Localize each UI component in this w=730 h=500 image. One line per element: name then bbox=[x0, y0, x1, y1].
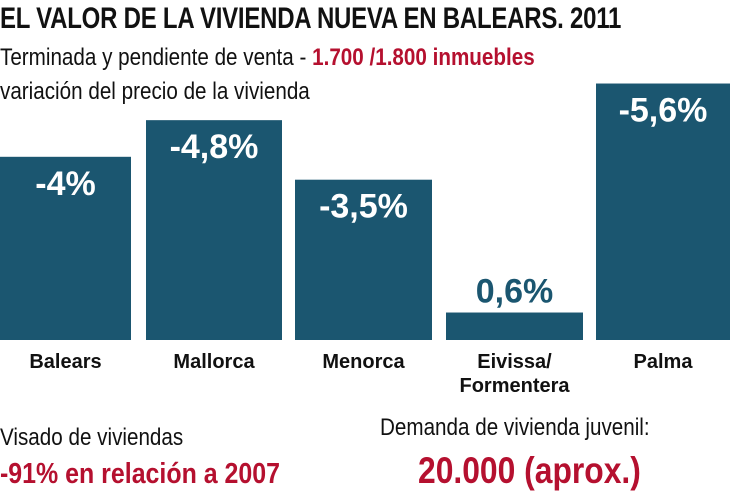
visado-value: -91% en relación a 2007 bbox=[0, 458, 281, 490]
category-label: Formentera bbox=[459, 375, 570, 397]
bar-chart: -4% Balears -4,8% Mallorca -3,5% Menorca 0,6% E… bbox=[0, 83, 730, 397]
bar-3 bbox=[446, 312, 583, 340]
category-label: Balears bbox=[29, 351, 101, 373]
bar-2 bbox=[295, 179, 432, 340]
value-label: -3,5% bbox=[319, 188, 408, 226]
category-label: Mallorca bbox=[173, 351, 255, 373]
category-label: Palma bbox=[634, 351, 694, 373]
chart-subtitle: Terminada y pendiente de venta - 1.700 /… bbox=[0, 44, 535, 72]
y-axis-label: variación del precio de la vivienda bbox=[0, 78, 310, 105]
subtitle-highlight: 1.700 /1.800 inmuebles bbox=[312, 44, 535, 71]
subtitle-prefix: Terminada y pendiente de venta - bbox=[0, 44, 313, 71]
bar-1 bbox=[146, 120, 282, 340]
value-label: 0,6% bbox=[476, 273, 554, 311]
bar-4 bbox=[596, 83, 730, 341]
demanda-label: Demanda de vivienda juvenil: bbox=[380, 414, 650, 441]
value-label: -4,8% bbox=[170, 128, 259, 166]
chart-title: EL VALOR DE LA VIVIENDA NUEVA EN BALEARS… bbox=[0, 2, 622, 35]
category-label: Eivissa/ bbox=[477, 351, 552, 373]
visado-label: Visado de viviendas bbox=[0, 424, 184, 451]
value-label: -4% bbox=[35, 165, 95, 203]
category-label: Menorca bbox=[322, 351, 405, 373]
value-label: -5,6% bbox=[619, 92, 708, 130]
bar-0 bbox=[0, 156, 131, 340]
demanda-value: 20.000 (aprox.) bbox=[418, 450, 641, 491]
